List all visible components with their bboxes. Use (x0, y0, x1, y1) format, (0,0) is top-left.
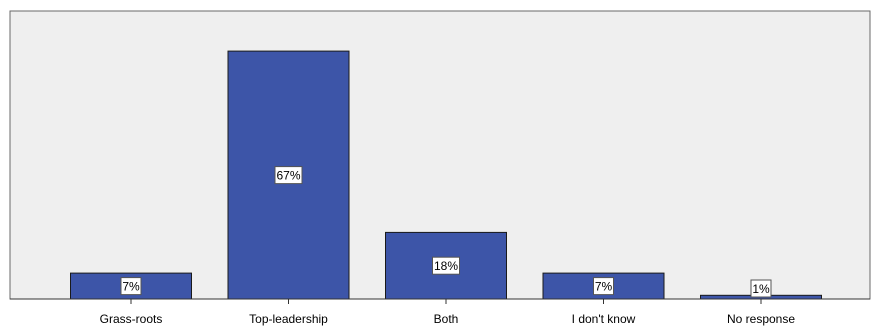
x-tick-label-4: No response (727, 312, 795, 326)
data-label-1: 67% (275, 167, 302, 184)
data-label-3: 7% (594, 278, 614, 295)
data-label-4: 1% (751, 280, 771, 297)
data-label-2: 18% (433, 257, 460, 274)
x-tick-label-3: I don't know (572, 312, 636, 326)
data-label-text: 7% (122, 280, 140, 294)
data-label-text: 7% (595, 280, 613, 294)
data-label-text: 18% (434, 259, 458, 273)
x-tick-label-0: Grass-roots (100, 312, 163, 326)
x-tick-label-1: Top-leadership (249, 312, 328, 326)
data-label-0: 7% (121, 278, 141, 295)
data-label-text: 1% (752, 282, 770, 296)
data-label-text: 67% (276, 169, 300, 183)
x-tick-label-2: Both (434, 312, 459, 326)
x-axis-tick-labels: Grass-roots Top-leadership Both I don't kno… (100, 312, 796, 326)
x-axis-ticks (131, 299, 761, 304)
